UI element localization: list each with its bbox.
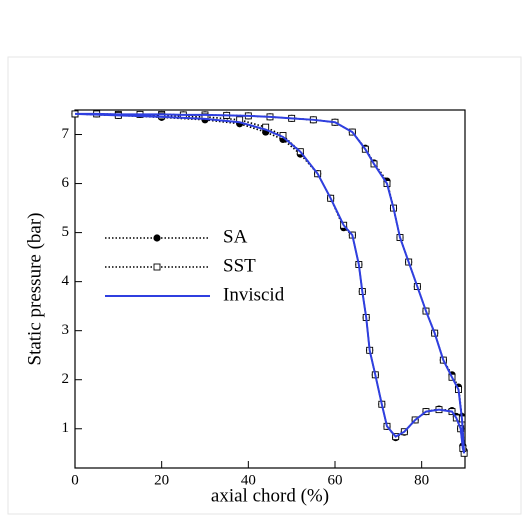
series-line (74, 112, 466, 454)
plot-frame (74, 109, 466, 469)
legend-label: SST (223, 255, 256, 276)
x-tick-label: 0 (71, 472, 79, 488)
y-tick-label: 1 (62, 420, 70, 436)
marker (201, 113, 209, 121)
y-tick-label: 7 (62, 126, 70, 142)
series-line (74, 113, 465, 452)
y-tick-label: 3 (62, 322, 70, 338)
legend-label: Inviscid (223, 284, 285, 305)
x-axis-label: axial chord (%) (211, 485, 329, 506)
x-tick-label: 60 (328, 472, 343, 488)
y-tick-label: 5 (62, 224, 70, 240)
legend-label: SA (223, 226, 248, 247)
x-tick-label: 20 (154, 472, 169, 488)
y-tick-label: 4 (62, 273, 70, 289)
y-tick-label: 6 (62, 175, 70, 191)
legend-marker (153, 234, 161, 242)
frame (7, 56, 522, 515)
y-axis-label: Static pressure (bar) (24, 213, 45, 366)
legend-marker (153, 263, 161, 271)
y-tick-label: 2 (62, 371, 70, 387)
x-tick-label: 40 (241, 472, 256, 488)
x-tick-label: 80 (414, 472, 429, 488)
